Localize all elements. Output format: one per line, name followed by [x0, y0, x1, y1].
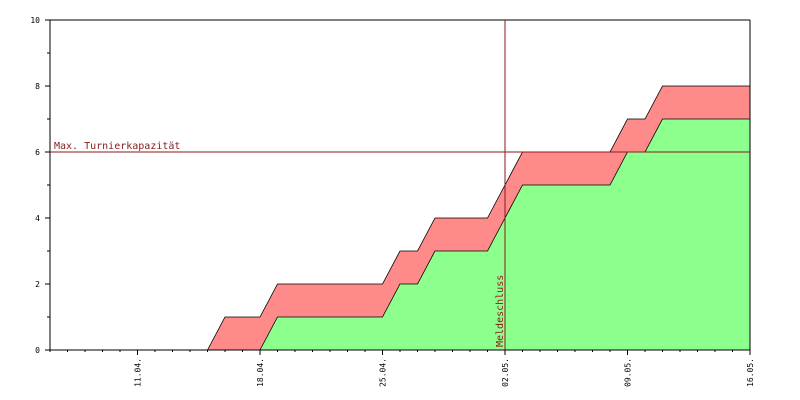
x-tick-label: 09.05.	[624, 358, 633, 387]
x-tick-label: 02.05.	[501, 358, 510, 387]
x-tick-label: 18.04.	[256, 358, 265, 387]
registration-deadline-label: Meldeschluss	[495, 275, 506, 347]
max-capacity-label: Max. Turnierkapazität	[54, 141, 180, 152]
annotations: Max. Turnierkapazität Meldeschluss	[50, 20, 750, 350]
x-tick-label: 16.05.	[746, 358, 755, 387]
y-tick-label: 10	[30, 16, 40, 25]
y-axis-ticks: 0 2 4 6 8 10	[30, 16, 50, 355]
y-tick-label: 8	[35, 82, 40, 91]
y-tick-label: 4	[35, 214, 40, 223]
plot-area	[206, 85, 751, 351]
y-tick-label: 6	[35, 148, 40, 157]
x-axis-ticks: 11.04. 18.04. 25.04. 02.05. 09.05. 16.05.	[49, 350, 755, 387]
y-tick-label: 2	[35, 280, 40, 289]
x-tick-label: 25.04.	[379, 358, 388, 387]
y-tick-label: 0	[35, 346, 40, 355]
x-tick-label: 11.04.	[134, 358, 143, 387]
